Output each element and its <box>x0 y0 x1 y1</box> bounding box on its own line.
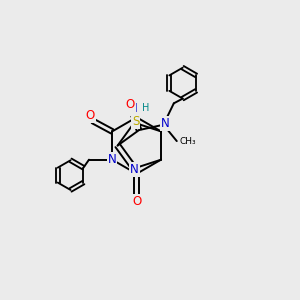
Text: CH₃: CH₃ <box>180 136 196 146</box>
Text: O: O <box>86 109 95 122</box>
Text: S: S <box>132 115 140 128</box>
Text: N: N <box>160 117 169 130</box>
Text: N: N <box>130 164 139 176</box>
Text: O: O <box>132 195 141 208</box>
Text: N: N <box>129 103 137 116</box>
Text: N: N <box>108 153 116 166</box>
Text: O: O <box>125 98 135 111</box>
Text: H: H <box>142 103 150 113</box>
